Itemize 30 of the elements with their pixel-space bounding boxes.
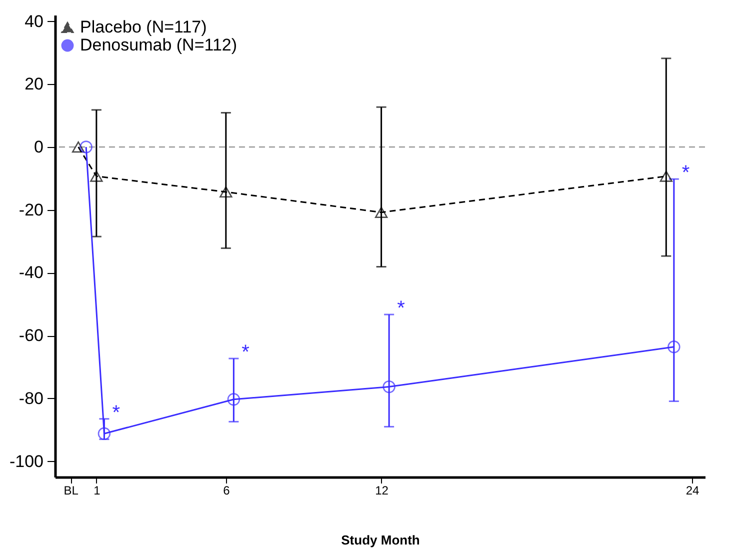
- point: [374, 206, 388, 218]
- annotation: *: [112, 402, 120, 424]
- y-tick-label: -100: [9, 452, 44, 471]
- x-axis-title: Study Month: [341, 532, 420, 548]
- point: [382, 380, 396, 394]
- annotation: *: [682, 162, 690, 184]
- point: [227, 393, 240, 406]
- legend-label: Placebo (N=117): [80, 18, 207, 36]
- point: [72, 141, 85, 153]
- point: [660, 170, 673, 182]
- point: [98, 427, 111, 440]
- annotation: *: [397, 298, 406, 320]
- legend-label: Denosumab (N=112): [80, 36, 238, 54]
- point: [90, 170, 103, 182]
- x-tick-label: 24: [686, 484, 700, 498]
- x-tick-label: BL: [64, 484, 79, 498]
- x-tick-label: 1: [94, 484, 101, 498]
- x-tick-label: 12: [375, 484, 389, 498]
- y-tick-label: 0: [34, 138, 44, 156]
- y-tick-label: -40: [18, 263, 44, 282]
- y-tick-label: -20: [18, 200, 44, 220]
- y-tick-label: 20: [24, 74, 44, 94]
- y-tick-label: -60: [18, 326, 44, 346]
- annotation: *: [242, 342, 250, 364]
- point: [220, 186, 232, 198]
- y-tick-label: -80: [18, 388, 44, 408]
- point: [668, 340, 680, 354]
- point: [80, 140, 92, 154]
- x-tick-label: 6: [223, 484, 230, 498]
- y-tick-label: 40: [24, 12, 44, 31]
